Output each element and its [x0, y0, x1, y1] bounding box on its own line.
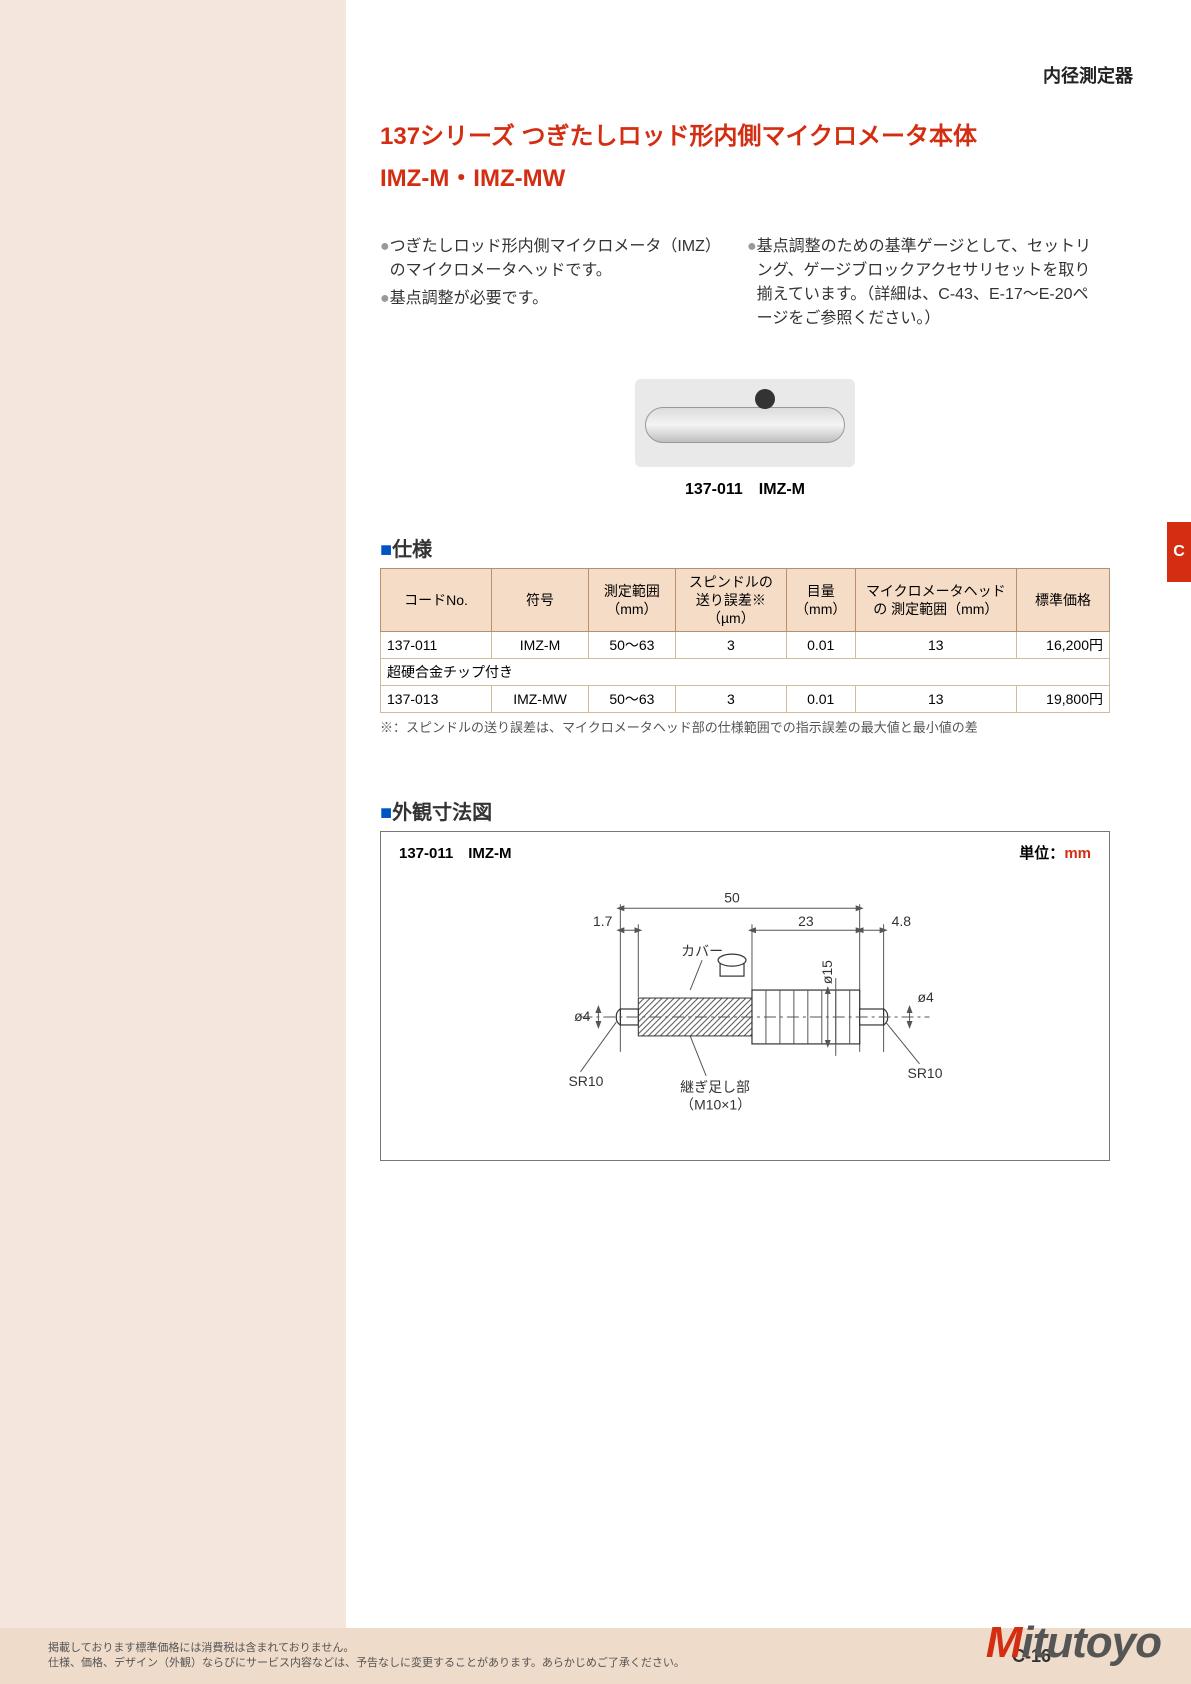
dimension-drawing: 50 1.7 23 4.8 カバー — [381, 872, 1109, 1152]
cell-price: 16,200円 — [1017, 632, 1110, 659]
bullet-icon: ● — [380, 235, 390, 283]
features-right: ●基点調整のための基準ゲージとして、セットリング、ゲージブロックアクセサリセット… — [747, 235, 1100, 335]
col-code: コードNo. — [381, 568, 492, 632]
dim-ext: 継ぎ足し部 — [680, 1079, 750, 1095]
sidebar-background — [0, 0, 346, 1628]
main-content: 137シリーズ つぎたしロッド形内側マイクロメータ本体 IMZ-M・IMZ-MW… — [380, 120, 1110, 1161]
dimension-box: 137-011 IMZ-M 単位：mm — [380, 831, 1110, 1161]
col-head: マイクロメータヘッドの 測定範囲（mm） — [855, 568, 1017, 632]
dim-d4-right: ø4 — [918, 989, 935, 1005]
cell-err: 3 — [675, 632, 786, 659]
col-grad: 目量 （mm） — [786, 568, 855, 632]
cell-grad: 0.01 — [786, 686, 855, 713]
dim-sr10-l: SR10 — [568, 1073, 603, 1089]
dim-cover: カバー — [681, 943, 723, 959]
dim-title: 137-011 IMZ-M — [399, 845, 512, 862]
dim-23: 23 — [798, 913, 814, 929]
features-block: ●つぎたしロッド形内側マイクロメータ（IMZ）のマイクロメータヘッドです。 ●基… — [380, 235, 1110, 335]
spec-subheading: 超硬合金チップ付き — [381, 659, 1110, 686]
section-tab: C — [1167, 522, 1191, 582]
cell-symbol: IMZ-MW — [492, 686, 589, 713]
col-err: スピンドルの 送り誤差※（µm） — [675, 568, 786, 632]
footer-disclaimer: 掲載しております標準価格には消費税は含まれておりません。 仕様、価格、デザイン（… — [48, 1641, 1012, 1672]
feature-text: 基点調整が必要です。 — [390, 287, 733, 311]
bullet-icon: ● — [380, 287, 390, 311]
dim-sr10-r: SR10 — [908, 1065, 943, 1081]
feature-text: つぎたしロッド形内側マイクロメータ（IMZ）のマイクロメータヘッドです。 — [390, 235, 733, 283]
spec-note: ※：スピンドルの送り誤差は、マイクロメータヘッド部の仕様範囲での指示誤差の最大値… — [380, 717, 1110, 736]
cell-grad: 0.01 — [786, 632, 855, 659]
brand-logo: Mitutoyo — [986, 1618, 1161, 1668]
col-range: 測定範囲 （mm） — [588, 568, 675, 632]
product-photo — [635, 379, 855, 467]
category-label: 内径測定器 — [1043, 62, 1133, 88]
cell-err: 3 — [675, 686, 786, 713]
spec-table: コードNo. 符号 測定範囲 （mm） スピンドルの 送り誤差※（µm） 目量 … — [380, 568, 1110, 714]
cell-head: 13 — [855, 632, 1017, 659]
cell-range: 50～63 — [588, 632, 675, 659]
dim-heading: ■外観寸法図 — [380, 796, 1110, 825]
cell-price: 19,800円 — [1017, 686, 1110, 713]
photo-caption: 137-011 IMZ-M — [380, 475, 1110, 499]
cell-code: 137-013 — [381, 686, 492, 713]
col-symbol: 符号 — [492, 568, 589, 632]
dim-4p8: 4.8 — [892, 913, 912, 929]
dim-1p7: 1.7 — [593, 913, 613, 929]
cell-head: 13 — [855, 686, 1017, 713]
bullet-icon: ● — [747, 235, 757, 331]
col-price: 標準価格 — [1017, 568, 1110, 632]
dim-total: 50 — [724, 889, 740, 905]
dim-d15: ø15 — [819, 960, 835, 984]
dim-d4-left: ø4 — [574, 1008, 591, 1024]
product-title-2: IMZ-M・IMZ-MW — [380, 158, 1110, 193]
cell-code: 137-011 — [381, 632, 492, 659]
dim-unit: 単位：mm — [1019, 842, 1091, 863]
spec-heading: ■仕様 — [380, 533, 1110, 562]
product-title-1: 137シリーズ つぎたしロッド形内側マイクロメータ本体 — [380, 120, 1110, 154]
cell-symbol: IMZ-M — [492, 632, 589, 659]
dim-thread: （M10×1） — [680, 1097, 751, 1113]
dimension-section: ■外観寸法図 137-011 IMZ-M 単位：mm — [380, 796, 1110, 1161]
feature-text: 基点調整のための基準ゲージとして、セットリング、ゲージブロックアクセサリセットを… — [757, 235, 1100, 331]
features-left: ●つぎたしロッド形内側マイクロメータ（IMZ）のマイクロメータヘッドです。 ●基… — [380, 235, 733, 335]
cell-range: 50～63 — [588, 686, 675, 713]
